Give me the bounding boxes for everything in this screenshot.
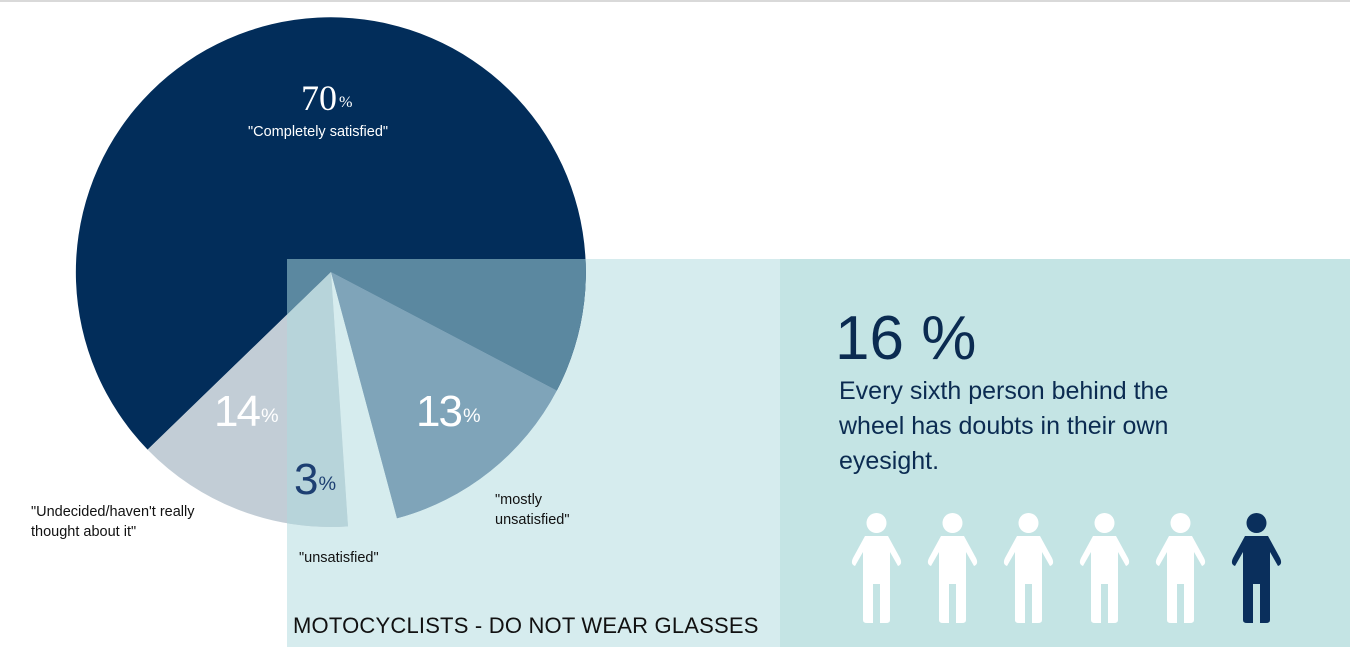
slice-caption-3: "unsatisfied" xyxy=(299,550,379,566)
callout-text: Every sixth person behind the wheel has … xyxy=(839,377,1169,475)
slice-caption-13: "mostly unsatisfied" xyxy=(495,492,570,528)
person-icon xyxy=(851,513,902,623)
slice-caption-70: "Completely satisfied" xyxy=(248,124,389,140)
people-row xyxy=(846,512,1287,624)
slice-value-14: 14% xyxy=(214,387,278,436)
person-icon xyxy=(1003,513,1054,623)
slice-completely-satisfied xyxy=(75,17,586,450)
person-icon-highlighted xyxy=(1231,513,1282,623)
slice-unsatisfied xyxy=(331,272,397,527)
person-icon xyxy=(927,513,978,623)
top-border xyxy=(0,0,1350,2)
person-icon xyxy=(1155,513,1206,623)
person-icon xyxy=(1079,513,1130,623)
slice-value-13: 13% xyxy=(416,387,480,436)
slice-caption-14: "Undecided/haven't really thought about … xyxy=(31,504,195,540)
slice-value-70: 70% xyxy=(301,78,353,118)
slice-value-3: 3% xyxy=(294,455,336,504)
chart-title: MOTOCYCLISTS - DO NOT WEAR GLASSES xyxy=(293,613,759,638)
callout-stat: 16 % xyxy=(835,304,977,373)
